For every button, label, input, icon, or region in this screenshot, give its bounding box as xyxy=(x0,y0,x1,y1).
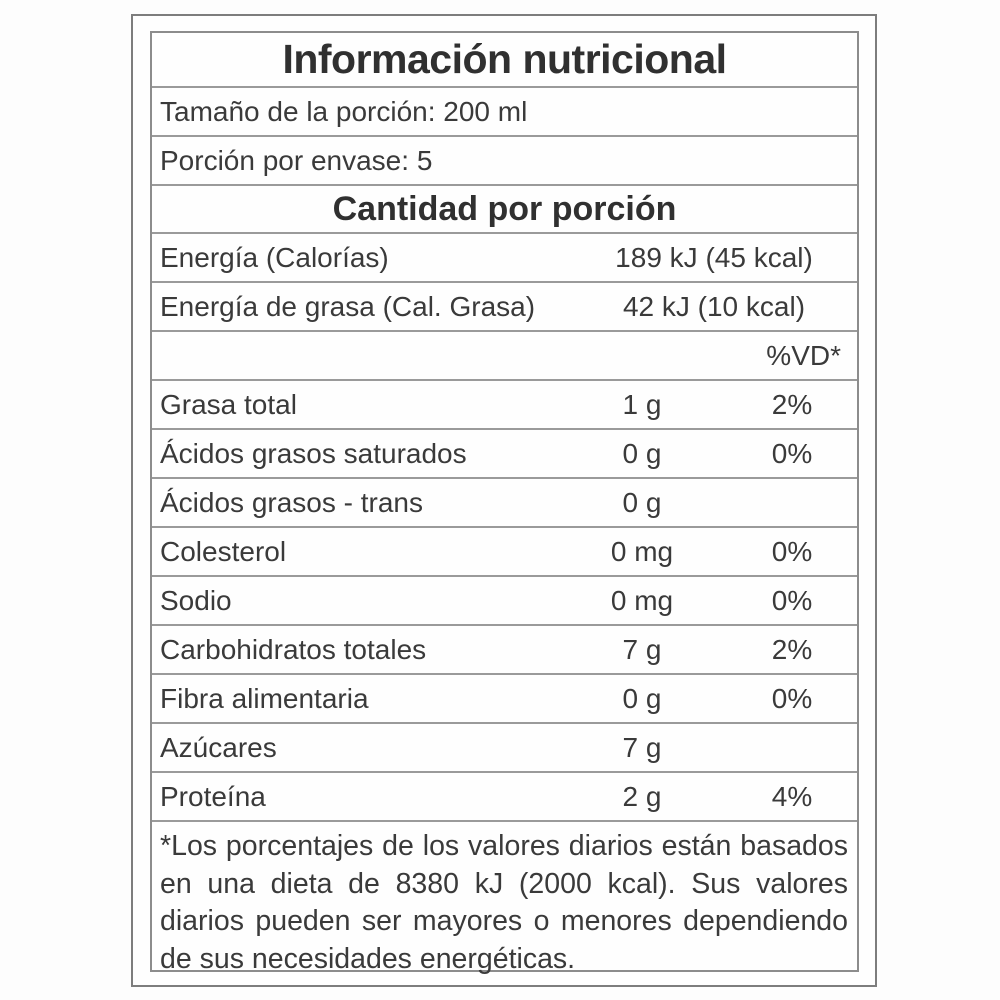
label-outer-frame: Información nutricional Tamaño de la por… xyxy=(131,14,877,987)
nutrient-dv: 0% xyxy=(771,437,813,469)
nutrient-name: Fibra alimentaria xyxy=(160,682,369,714)
nutrient-row-carbohidratos: Carbohidratos totales 7 g 2% xyxy=(152,626,857,675)
nutrient-name: Colesterol xyxy=(160,535,287,567)
energy-name: Energía (Calorías) xyxy=(160,241,389,273)
dv-header-row: %VD* xyxy=(152,332,857,381)
nutrient-dv: 2% xyxy=(771,388,813,420)
nutrient-name: Ácidos grasos saturados xyxy=(160,437,467,469)
nutrition-facts-table: Información nutricional Tamaño de la por… xyxy=(150,31,859,975)
nutrient-dv: 2% xyxy=(771,633,813,665)
nutrient-row-grasos-trans: Ácidos grasos - trans 0 g xyxy=(152,479,857,528)
nutrient-amount: 1 g xyxy=(622,388,662,420)
servings-per-container: Porción por envase: 5 xyxy=(152,137,857,186)
footnote-text: *Los porcentajes de los valores diarios … xyxy=(160,830,848,975)
energy-row-calories: Energía (Calorías) 189 kJ (45 kcal) xyxy=(152,234,857,283)
nutrient-row-azucares: Azúcares 7 g xyxy=(152,724,857,773)
nutrient-name: Proteína xyxy=(160,780,266,812)
serving-size: Tamaño de la porción: 200 ml xyxy=(152,88,857,137)
amount-per-serving-header: Cantidad por porción xyxy=(152,186,857,234)
nutrient-dv: 0% xyxy=(771,584,813,616)
nutrient-amount: 2 g xyxy=(622,780,662,812)
nutrient-name: Ácidos grasos - trans xyxy=(160,486,423,518)
nutrient-row-proteina: Proteína 2 g 4% xyxy=(152,773,857,822)
dv-column-header: %VD* xyxy=(766,339,841,371)
nutrient-row-grasa-total: Grasa total 1 g 2% xyxy=(152,381,857,430)
energy-row-fat-calories: Energía de grasa (Cal. Grasa) 42 kJ (10 … xyxy=(152,283,857,332)
footnote-row: *Los porcentajes de los valores diarios … xyxy=(152,822,857,978)
nutrient-amount: 7 g xyxy=(622,731,662,763)
nutrient-amount: 0 g xyxy=(622,437,662,469)
nutrient-row-fibra: Fibra alimentaria 0 g 0% xyxy=(152,675,857,724)
nutrient-name: Grasa total xyxy=(160,388,297,420)
nutrient-amount: 0 g xyxy=(622,486,662,518)
nutrient-amount: 0 mg xyxy=(610,584,674,616)
nutrient-amount: 0 mg xyxy=(610,535,674,567)
nutrient-dv: 4% xyxy=(771,780,813,812)
nutrient-amount: 7 g xyxy=(622,633,662,665)
nutrient-dv: 0% xyxy=(771,535,813,567)
nutrient-row-sodio: Sodio 0 mg 0% xyxy=(152,577,857,626)
nutrient-name: Azúcares xyxy=(160,731,277,763)
energy-name: Energía de grasa (Cal. Grasa) xyxy=(160,290,536,322)
nutrient-row-colesterol: Colesterol 0 mg 0% xyxy=(152,528,857,577)
nutrient-name: Carbohidratos totales xyxy=(160,633,427,665)
energy-value: 189 kJ (45 kcal) xyxy=(615,241,813,273)
nutrient-name: Sodio xyxy=(160,584,232,616)
nutrient-amount: 0 g xyxy=(622,682,662,714)
label-title: Información nutricional xyxy=(152,33,857,88)
energy-value: 42 kJ (10 kcal) xyxy=(622,290,806,322)
nutrient-dv: 0% xyxy=(771,682,813,714)
nutrient-row-grasos-saturados: Ácidos grasos saturados 0 g 0% xyxy=(152,430,857,479)
